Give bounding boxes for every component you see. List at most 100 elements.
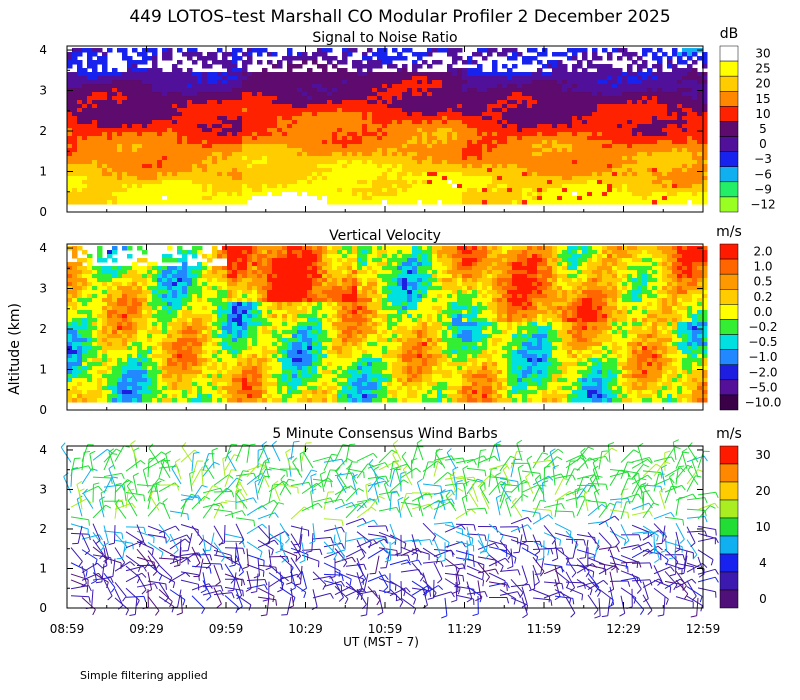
heatmap-cell — [242, 168, 248, 173]
heatmap-cell — [367, 112, 373, 117]
heatmap-cell — [662, 104, 668, 109]
heatmap-cell — [182, 72, 188, 77]
heatmap-cell — [642, 164, 648, 169]
heatmap-cell — [692, 84, 698, 89]
heatmap-cell — [617, 104, 623, 109]
heatmap-cell — [162, 120, 168, 125]
heatmap-cell — [207, 188, 213, 193]
heatmap-cell — [242, 200, 248, 205]
heatmap-cell — [682, 136, 688, 141]
heatmap-cell — [642, 156, 648, 161]
heatmap-cell — [252, 184, 258, 189]
heatmap-cell — [182, 196, 188, 201]
heatmap-cell — [122, 116, 128, 121]
heatmap-cell — [197, 176, 203, 181]
heatmap-cell — [477, 76, 483, 81]
heatmap-cell — [297, 196, 303, 201]
heatmap-cell — [357, 196, 363, 201]
heatmap-cell — [352, 176, 358, 181]
heatmap-cell — [67, 128, 73, 133]
heatmap-cell — [247, 200, 253, 205]
heatmap-cell — [212, 172, 218, 177]
heatmap-cell — [232, 160, 238, 165]
heatmap-cell — [147, 76, 153, 81]
heatmap-cell — [122, 140, 128, 145]
heatmap-cell — [352, 108, 358, 113]
heatmap-cell — [382, 200, 388, 205]
heatmap-cell — [287, 60, 293, 65]
heatmap-cell — [677, 136, 683, 141]
heatmap-cell — [72, 80, 78, 85]
heatmap-cell — [92, 354, 98, 359]
heatmap-cell — [162, 80, 168, 85]
heatmap-cell — [462, 128, 468, 133]
heatmap-cell — [402, 152, 408, 157]
heatmap-cell — [202, 56, 208, 61]
heatmap-cell — [282, 192, 288, 197]
heatmap-cell — [632, 96, 638, 101]
heatmap-cell — [392, 172, 398, 177]
heatmap-cell — [587, 76, 593, 81]
heatmap-cell — [97, 258, 103, 263]
heatmap-cell — [387, 116, 393, 121]
heatmap-cell — [452, 60, 458, 65]
heatmap-cell — [97, 358, 103, 363]
heatmap-cell — [237, 140, 243, 145]
heatmap-cell — [162, 52, 168, 57]
heatmap-cell — [152, 72, 158, 77]
heatmap-cell — [592, 64, 598, 69]
panel-1: Signal to Noise Ratio01234dB302520151050… — [39, 26, 775, 219]
heatmap-cell — [207, 112, 213, 117]
heatmap-cell — [97, 76, 103, 81]
heatmap-cell — [257, 188, 263, 193]
heatmap-cell — [142, 180, 148, 185]
heatmap-cell — [197, 100, 203, 105]
heatmap-cell — [687, 64, 693, 69]
heatmap-cell — [542, 148, 548, 153]
heatmap-cell — [217, 96, 223, 101]
heatmap-cell — [602, 192, 608, 197]
heatmap-cell — [387, 120, 393, 125]
heatmap-cell — [507, 124, 513, 129]
heatmap-cell — [657, 144, 663, 149]
heatmap-cell — [167, 80, 173, 85]
heatmap-cell — [67, 164, 73, 169]
heatmap-cell — [532, 180, 538, 185]
heatmap-cell — [407, 80, 413, 85]
heatmap-cell — [147, 144, 153, 149]
heatmap-cell — [292, 88, 298, 93]
heatmap-cell — [262, 132, 268, 137]
heatmap-cell — [497, 120, 503, 125]
heatmap-cell — [487, 116, 493, 121]
heatmap-cell — [307, 56, 313, 61]
heatmap-cell — [572, 92, 578, 97]
heatmap-cell — [72, 374, 78, 379]
heatmap-cell — [597, 76, 603, 81]
heatmap-cell — [257, 172, 263, 177]
heatmap-cell — [617, 200, 623, 205]
heatmap-cell — [337, 112, 343, 117]
heatmap-cell — [632, 76, 638, 81]
heatmap-cell — [412, 160, 418, 165]
heatmap-cell — [597, 152, 603, 157]
heatmap-cell — [247, 140, 253, 145]
heatmap-cell — [492, 120, 498, 125]
heatmap-cell — [97, 196, 103, 201]
heatmap-cell — [172, 136, 178, 141]
heatmap-cell — [267, 176, 273, 181]
heatmap-cell — [697, 156, 703, 161]
heatmap-cell — [77, 334, 83, 339]
heatmap-cell — [182, 176, 188, 181]
heatmap-cell — [312, 88, 318, 93]
heatmap-cell — [702, 88, 708, 93]
heatmap-cell — [697, 136, 703, 141]
heatmap-cell — [692, 132, 698, 137]
heatmap-cell — [637, 88, 643, 93]
heatmap-cell — [307, 128, 313, 133]
heatmap-cell — [237, 196, 243, 201]
heatmap-cell — [197, 144, 203, 149]
heatmap-cell — [632, 136, 638, 141]
heatmap-cell — [637, 64, 643, 69]
heatmap-cell — [307, 116, 313, 121]
heatmap-cell — [702, 60, 708, 65]
